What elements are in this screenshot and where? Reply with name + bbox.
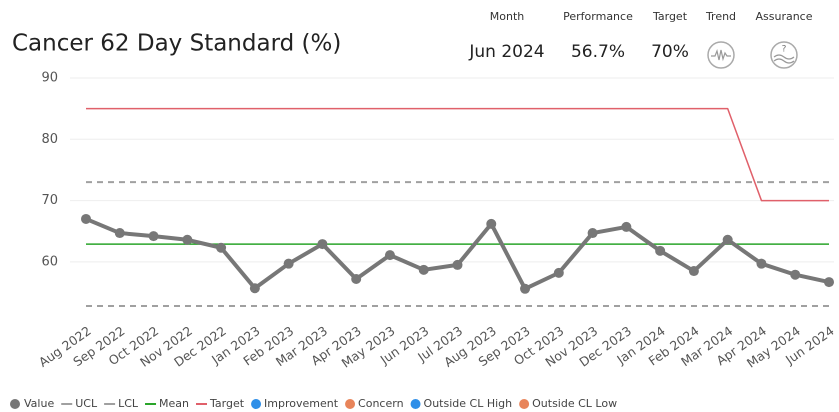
point (249, 283, 260, 294)
point (384, 250, 395, 261)
point (351, 274, 362, 285)
trend-icon (707, 41, 735, 69)
legend-marker (251, 399, 262, 409)
legend-marker (519, 399, 530, 409)
legend-label: Value (24, 397, 54, 410)
point (520, 283, 531, 294)
point (148, 231, 159, 242)
point (587, 228, 598, 239)
legend-label: Outside CL High (424, 397, 513, 410)
legend-marker (345, 399, 356, 409)
point (824, 277, 834, 288)
legend-marker (410, 399, 421, 409)
point (655, 245, 666, 256)
point (81, 213, 91, 224)
legend-label: Target (209, 397, 245, 410)
point (114, 228, 125, 239)
point (182, 234, 193, 245)
kpi-label: Month (490, 10, 525, 23)
legend-label: Improvement (264, 397, 339, 410)
y-tick-label: 70 (41, 193, 58, 208)
kpi-value: 56.7% (571, 42, 625, 62)
point (621, 221, 632, 232)
series-line (85, 217, 830, 291)
point (418, 264, 429, 275)
kpi-label: Assurance (755, 10, 812, 23)
legend-label: LCL (118, 397, 139, 410)
legend-label: Mean (159, 397, 189, 410)
point (553, 267, 564, 278)
kpi-value: 70% (651, 42, 689, 62)
svg-text:?: ? (782, 45, 787, 55)
legend-marker (10, 399, 20, 409)
point (688, 266, 699, 277)
kpi-label: Trend (705, 10, 736, 23)
legend-label: Concern (358, 397, 404, 410)
y-tick-label: 80 (41, 132, 58, 147)
point (216, 242, 227, 253)
point (756, 258, 767, 269)
point (283, 258, 294, 269)
kpi-label: Performance (563, 10, 633, 23)
kpi-value: Jun 2024 (468, 42, 544, 62)
legend-label: Outside CL Low (532, 397, 617, 410)
chart-title: Cancer 62 Day Standard (%) (12, 31, 341, 57)
kpi-label: Target (652, 10, 688, 23)
y-tick-label: 60 (41, 254, 58, 269)
point (486, 218, 497, 229)
legend-label: UCL (75, 397, 98, 410)
point (790, 269, 801, 280)
assurance-icon: ? (770, 41, 798, 69)
y-tick-label: 90 (41, 71, 58, 86)
series-line (86, 107, 829, 202)
point (722, 234, 733, 245)
point (317, 239, 328, 250)
point (452, 259, 463, 270)
